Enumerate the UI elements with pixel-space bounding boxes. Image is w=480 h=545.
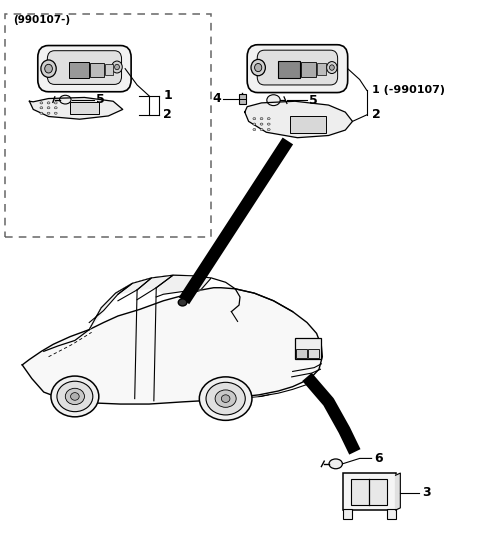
Ellipse shape bbox=[260, 118, 263, 120]
Polygon shape bbox=[396, 473, 400, 510]
FancyBboxPatch shape bbox=[247, 45, 348, 93]
Ellipse shape bbox=[115, 64, 120, 70]
Polygon shape bbox=[29, 98, 123, 119]
Text: 3: 3 bbox=[422, 486, 431, 499]
Ellipse shape bbox=[65, 388, 84, 404]
Text: 5: 5 bbox=[96, 93, 105, 106]
Ellipse shape bbox=[253, 129, 256, 131]
Ellipse shape bbox=[267, 95, 280, 106]
FancyBboxPatch shape bbox=[257, 50, 337, 85]
Ellipse shape bbox=[40, 107, 43, 109]
Ellipse shape bbox=[267, 123, 270, 125]
Ellipse shape bbox=[221, 395, 230, 402]
Polygon shape bbox=[89, 283, 132, 330]
Bar bbox=[90, 63, 104, 77]
Ellipse shape bbox=[253, 118, 256, 120]
Bar bbox=[309, 349, 319, 358]
Text: 2: 2 bbox=[372, 108, 380, 122]
Text: 6: 6 bbox=[374, 452, 383, 465]
Ellipse shape bbox=[329, 459, 342, 469]
Bar bbox=[105, 64, 113, 75]
Ellipse shape bbox=[51, 376, 99, 417]
Bar bbox=[317, 63, 326, 75]
Ellipse shape bbox=[54, 102, 57, 104]
Ellipse shape bbox=[54, 112, 57, 114]
Bar bbox=[297, 349, 307, 358]
Bar bbox=[69, 62, 89, 78]
Bar bbox=[295, 338, 322, 360]
Ellipse shape bbox=[47, 112, 50, 114]
Ellipse shape bbox=[251, 59, 265, 76]
Ellipse shape bbox=[47, 107, 50, 109]
Polygon shape bbox=[156, 275, 211, 294]
Ellipse shape bbox=[253, 123, 256, 125]
Text: 5: 5 bbox=[310, 94, 318, 107]
Ellipse shape bbox=[60, 95, 71, 104]
Bar bbox=[351, 479, 387, 505]
Polygon shape bbox=[22, 288, 323, 404]
Text: (990107-): (990107-) bbox=[12, 15, 70, 26]
Ellipse shape bbox=[41, 60, 56, 77]
Text: 2: 2 bbox=[163, 108, 172, 122]
FancyBboxPatch shape bbox=[48, 51, 121, 84]
Ellipse shape bbox=[40, 102, 43, 104]
Ellipse shape bbox=[326, 62, 337, 74]
Bar bbox=[301, 62, 316, 77]
Ellipse shape bbox=[206, 382, 245, 415]
Text: 4: 4 bbox=[212, 92, 221, 105]
Ellipse shape bbox=[112, 61, 122, 73]
Ellipse shape bbox=[178, 299, 187, 306]
Polygon shape bbox=[137, 275, 173, 290]
Ellipse shape bbox=[40, 112, 43, 114]
Ellipse shape bbox=[47, 102, 50, 104]
Polygon shape bbox=[118, 278, 152, 294]
Ellipse shape bbox=[254, 63, 262, 71]
Polygon shape bbox=[245, 101, 352, 138]
FancyBboxPatch shape bbox=[38, 46, 131, 92]
Text: 1 (-990107): 1 (-990107) bbox=[372, 86, 444, 95]
Ellipse shape bbox=[329, 65, 334, 70]
Bar bbox=[290, 117, 326, 133]
Bar bbox=[343, 509, 351, 519]
Ellipse shape bbox=[199, 377, 252, 420]
Ellipse shape bbox=[54, 107, 57, 109]
Ellipse shape bbox=[260, 129, 263, 131]
Ellipse shape bbox=[267, 129, 270, 131]
Ellipse shape bbox=[260, 123, 263, 125]
Text: 1: 1 bbox=[163, 89, 172, 102]
Ellipse shape bbox=[267, 118, 270, 120]
Ellipse shape bbox=[215, 390, 236, 407]
Ellipse shape bbox=[71, 392, 79, 400]
Bar bbox=[343, 473, 396, 510]
Bar bbox=[387, 509, 396, 519]
Bar bbox=[239, 94, 246, 104]
Bar bbox=[278, 61, 300, 78]
Bar bbox=[70, 102, 99, 114]
Ellipse shape bbox=[57, 381, 93, 411]
Ellipse shape bbox=[45, 64, 52, 73]
